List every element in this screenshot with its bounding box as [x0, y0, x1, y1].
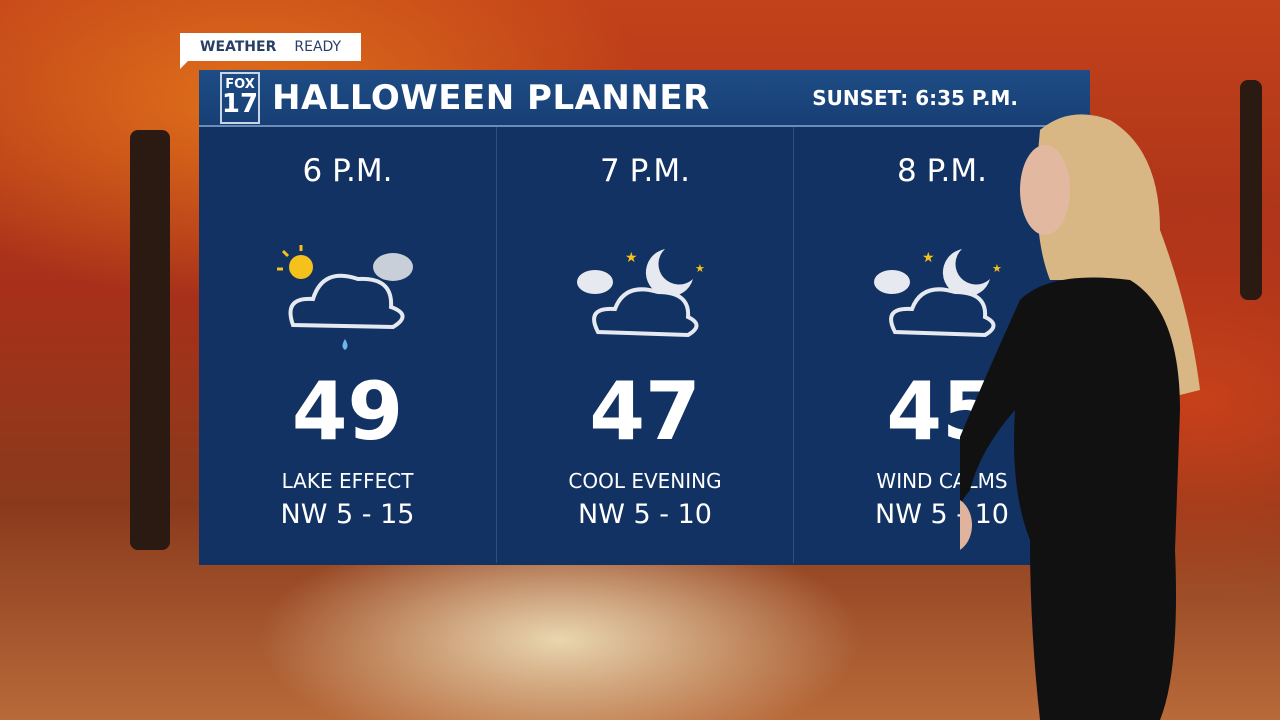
forecast-time: 8 P.M.	[897, 153, 987, 189]
forecast-panel: FOX 17 HALLOWEEN PLANNER SUNSET: 6:35 P.…	[199, 70, 1090, 565]
forecast-time: 6 P.M.	[302, 153, 393, 189]
condition-label: LAKE EFFECT	[281, 469, 414, 493]
forecast-column-8pm: 8 P.M. ★ ★ 45 WIND CALMS NW 5 - 10	[793, 127, 1090, 563]
cloud-moon-stars-icon: ★★	[874, 249, 1002, 338]
tree-trunk	[130, 130, 170, 550]
svg-text:★: ★	[625, 250, 638, 266]
wind-label: NW 5 - 15	[280, 499, 415, 530]
panel-header: FOX 17 HALLOWEEN PLANNER SUNSET: 6:35 P.…	[199, 70, 1090, 127]
logo-text: FOX	[225, 77, 255, 92]
svg-text:★: ★	[695, 262, 705, 275]
svg-text:★: ★	[922, 250, 935, 266]
tree-trunk	[1240, 80, 1262, 300]
fox17-logo: FOX 17	[220, 71, 260, 124]
page-title: HALLOWEEN PLANNER	[272, 77, 710, 118]
weather-ready-badge: WEATHER READY	[180, 33, 361, 69]
wind-label: NW 5 - 10	[578, 499, 712, 530]
forecast-column-6pm: 6 P.M. 49 LAKE EFFECT NW 5 - 15	[199, 127, 496, 563]
forecast-time: 7 P.M.	[600, 153, 690, 189]
svg-text:★: ★	[992, 262, 1002, 275]
condition-label: WIND CALMS	[876, 469, 1008, 493]
logo-number: 17	[221, 89, 259, 119]
cloud-moon-stars-icon: ★★	[577, 249, 705, 338]
condition-label: COOL EVENING	[568, 469, 722, 493]
forecast-column-7pm: 7 P.M. ★ ★ 47 COOL EVENING NW 5 - 10	[496, 127, 793, 563]
temperature: 49	[291, 365, 404, 458]
sunset-time: SUNSET: 6:35 P.M.	[812, 85, 1018, 110]
presenter	[960, 114, 1200, 720]
badge-weather: WEATHER	[200, 39, 277, 55]
badge-ready: READY	[294, 39, 342, 55]
temperature: 47	[589, 365, 701, 458]
partly-sunny-cloud-rain-drop-icon	[276, 245, 413, 350]
wind-label: NW 5 - 10	[875, 499, 1009, 530]
